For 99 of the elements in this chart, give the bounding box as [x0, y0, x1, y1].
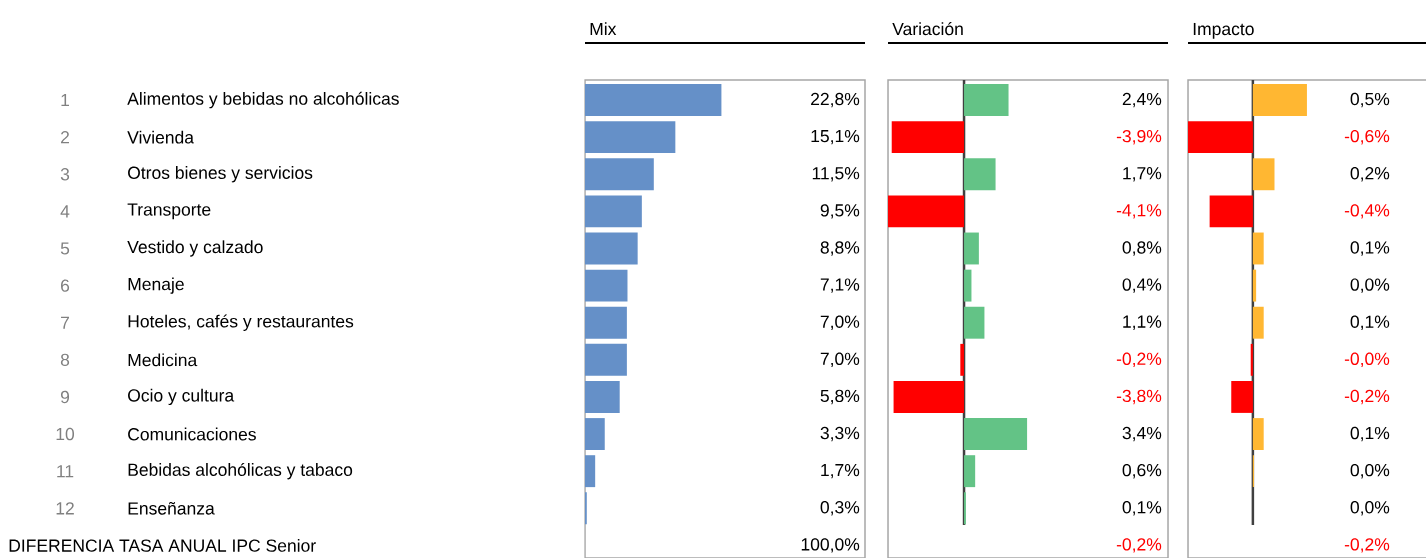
text: 7 — [61, 316, 69, 329]
bar — [585, 306, 627, 339]
bar — [585, 232, 638, 265]
bar — [1252, 418, 1264, 451]
data-label: 8,8% — [820, 241, 860, 256]
bar — [585, 343, 627, 376]
data-label: 2,4% — [1122, 92, 1162, 108]
annotation: 100,0% — [801, 538, 860, 553]
bar — [964, 418, 1028, 451]
chart-title: Impacto — [1193, 22, 1254, 39]
bar — [585, 84, 722, 116]
data-label: 0,8% — [1122, 241, 1162, 256]
data-label: 1,7% — [821, 463, 860, 479]
bar — [888, 195, 965, 228]
text: 10 — [56, 427, 75, 441]
chart-title: Variación — [892, 22, 963, 36]
text: 9 — [60, 390, 70, 404]
data-label: -4,1% — [1116, 204, 1162, 219]
bar — [1252, 84, 1307, 116]
data-label: 0,1% — [1350, 315, 1390, 330]
y-tick-label: Menaje — [128, 277, 184, 294]
data-label: 0,0% — [1350, 463, 1390, 479]
data-label: 0,1% — [1350, 426, 1390, 442]
y-tick-label: Bebidas alcohólicas y tabaco — [128, 462, 353, 480]
y-tick-label: Comunicaciones — [128, 427, 256, 441]
data-label: 22,8% — [811, 92, 860, 108]
data-label: 1,1% — [1123, 315, 1162, 330]
bar — [964, 84, 1009, 116]
data-label: 3,3% — [820, 426, 860, 442]
text: 8 — [60, 353, 70, 367]
annotation: -0,2% — [1116, 538, 1162, 553]
bar — [964, 455, 976, 488]
data-label: 9,5% — [820, 204, 860, 219]
data-label: -3,8% — [1116, 389, 1162, 405]
y-tick-label: Enseñanza — [128, 501, 215, 515]
bar — [585, 158, 654, 191]
text: 4 — [60, 205, 70, 218]
bar — [585, 195, 642, 228]
bar — [585, 380, 620, 413]
bar — [964, 269, 972, 302]
data-label: 7,0% — [820, 352, 860, 368]
data-label: 0,4% — [1122, 278, 1162, 293]
data-label: 7,1% — [820, 278, 860, 293]
bar — [585, 418, 605, 451]
y-tick-label: Medicina — [128, 353, 198, 367]
text: 6 — [61, 279, 70, 292]
text: 2 — [61, 131, 69, 144]
data-label: -0,2% — [1344, 389, 1390, 405]
bar — [1188, 121, 1253, 154]
text: 1 — [61, 94, 70, 107]
data-label: 11,5% — [812, 167, 860, 182]
bar — [1252, 269, 1257, 302]
text: 3 — [60, 168, 70, 181]
bar — [585, 455, 596, 488]
bar — [585, 121, 676, 154]
bar — [1252, 306, 1264, 339]
bar — [1252, 158, 1275, 191]
data-label: 3,4% — [1122, 426, 1162, 442]
data-label: 15,1% — [811, 129, 860, 145]
data-label: -0,0% — [1344, 352, 1390, 368]
bar — [585, 269, 628, 302]
data-label: 0,0% — [1350, 501, 1390, 516]
bar — [1231, 380, 1253, 413]
y-tick-label: Alimentos y bebidas no alcohólicas — [127, 91, 399, 109]
data-label: 1,7% — [1123, 167, 1162, 182]
text: DIFERENCIA TASA ANUAL IPC Senior — [9, 538, 316, 552]
bar — [1250, 343, 1253, 376]
y-tick-label: Transporte — [127, 203, 211, 220]
text: 11 — [57, 465, 74, 478]
y-tick-label: Vestido y calzado — [127, 240, 263, 257]
data-label: 0,1% — [1122, 501, 1162, 516]
data-label: 0,6% — [1122, 463, 1162, 479]
bar — [964, 232, 979, 265]
y-tick-label: Otros bienes y servicios — [128, 166, 313, 183]
bar — [964, 306, 985, 339]
data-label: -0,4% — [1344, 204, 1390, 219]
text: 12 — [56, 502, 74, 515]
bar — [1209, 195, 1253, 228]
data-label: 0,3% — [820, 501, 860, 516]
bar — [893, 380, 965, 413]
bar — [964, 158, 996, 191]
data-label: -0,2% — [1116, 352, 1162, 368]
y-tick-label: Hoteles, cafés y restaurantes — [128, 314, 354, 331]
text: 5 — [60, 242, 70, 255]
bar — [1252, 232, 1264, 265]
y-tick-label: Ocio y cultura — [128, 388, 235, 406]
data-label: -0,6% — [1344, 129, 1390, 145]
bar — [891, 121, 965, 154]
data-label: 5,8% — [820, 389, 860, 405]
y-tick-label: Vivienda — [127, 130, 195, 144]
data-label: 7,0% — [820, 315, 860, 330]
bar — [960, 343, 965, 376]
data-label: -3,9% — [1116, 129, 1162, 145]
data-label: 0,2% — [1350, 167, 1390, 182]
chart-title: Mix — [590, 22, 617, 35]
data-label: 0,5% — [1350, 92, 1390, 108]
data-label: 0,1% — [1350, 241, 1390, 256]
data-label: 0,0% — [1350, 278, 1390, 293]
annotation: -0,2% — [1344, 538, 1390, 553]
